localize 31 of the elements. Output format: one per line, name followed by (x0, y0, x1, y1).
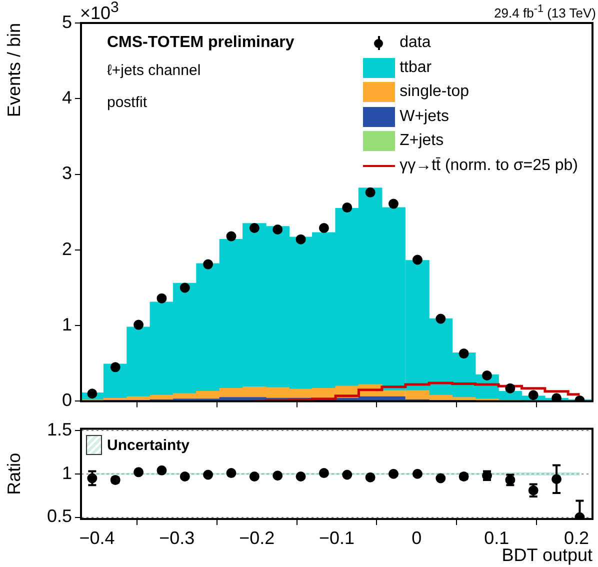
x-tick-label: 0 (412, 528, 422, 548)
legend-label: Z+jets (400, 132, 444, 150)
y-tick-label: 0.5 (46, 506, 72, 526)
x-tick-label: −0.4 (79, 528, 115, 548)
text: 29.4 fb$^{-1}$ (13 TeV) (494, 3, 596, 21)
x-axis-title: BDT output (502, 545, 592, 566)
y-tick-label: 0 (62, 390, 72, 410)
y-axis-title: Events / bin (4, 23, 24, 118)
legend-label: γγ→tt̄ (norm. to σ=25 pb) (400, 156, 578, 175)
legend-label: ttbar (400, 58, 432, 77)
y-tick-label: 2 (62, 238, 72, 259)
legend-label: Uncertainty (107, 436, 190, 454)
x-tick-label: 0.1 (484, 528, 510, 548)
text: ×10$^{3}$ (80, 0, 119, 24)
x-tick-label: −0.3 (159, 528, 195, 548)
legend-label: W+jets (400, 108, 449, 126)
y-tick-label: 1 (62, 462, 72, 483)
annotation: ℓ+jets channel (107, 62, 201, 80)
legend-label: single-top (400, 83, 469, 102)
y-tick-label: 3 (62, 163, 72, 184)
annotation: CMS-TOTEM preliminary (107, 34, 294, 52)
x-tick-label: −0.1 (318, 528, 355, 548)
y-tick-label: 1 (62, 314, 72, 335)
x-tick-label: −0.2 (239, 528, 275, 548)
y-tick-label: 5 (62, 12, 72, 32)
annotation: postfit (107, 94, 148, 112)
y-axis-title: Ratio (4, 452, 24, 495)
legend-label: data (400, 34, 431, 52)
x-tick-label: 0.2 (564, 528, 590, 548)
y-tick-label: 4 (62, 88, 72, 108)
y-tick-label: 1.5 (46, 420, 72, 440)
